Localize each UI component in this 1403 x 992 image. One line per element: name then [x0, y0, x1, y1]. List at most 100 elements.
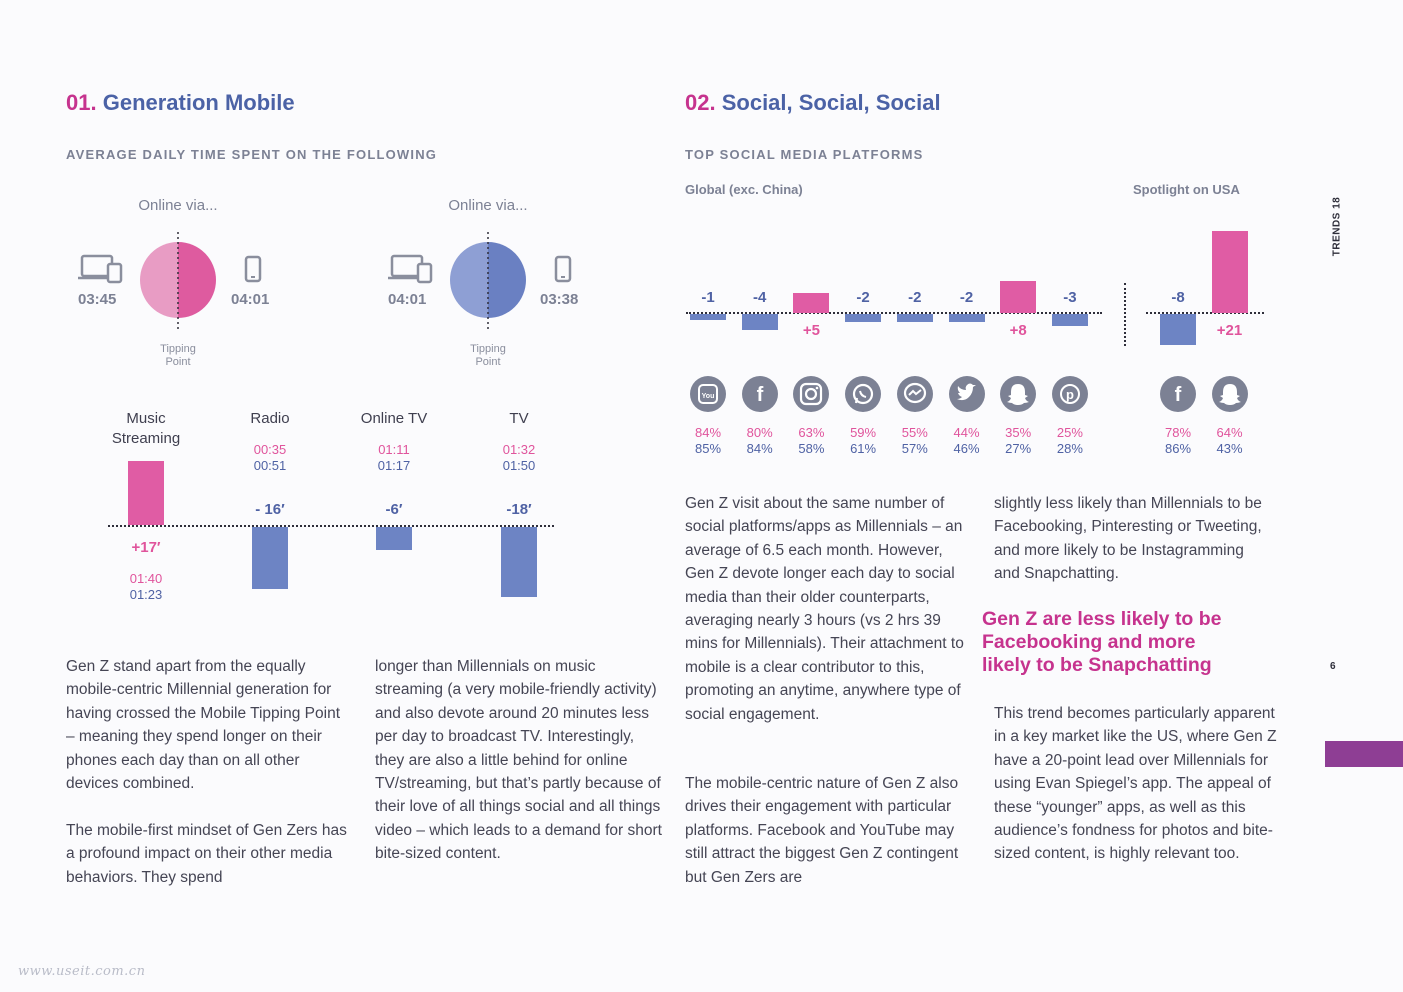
- global-label: Global (exc. China): [685, 182, 803, 197]
- genz-percent: 25%: [1056, 425, 1083, 440]
- phone-icon: [554, 255, 572, 283]
- social-bar: [845, 314, 882, 322]
- millennial-percent: 28%: [1056, 441, 1083, 456]
- millennial-percent: 57%: [901, 441, 928, 456]
- phone-icon: [244, 255, 262, 283]
- svg-text:f: f: [1175, 384, 1182, 406]
- pie2-chart: [450, 232, 526, 332]
- section1-paragraph-2: The mobile-first mindset of Gen Zers has…: [66, 822, 347, 886]
- social-bar: [793, 293, 830, 313]
- usa-label: Spotlight on USA: [1133, 182, 1240, 197]
- media-diff-radio: - 16′: [255, 501, 285, 518]
- media-genz-radio: 00:35: [253, 442, 287, 457]
- laptop-icon: [78, 254, 123, 284]
- millennial-percent: 84%: [746, 441, 773, 456]
- social-bar-label: -2: [856, 289, 870, 306]
- section2-heading: 02. Social, Social, Social: [685, 90, 941, 115]
- social-bar-label: -1: [701, 289, 715, 306]
- media-mill-radio: 00:51: [253, 458, 287, 473]
- media-mill-tv: 01:50: [502, 458, 536, 473]
- pie2-tipping-point: Tipping Point: [470, 343, 506, 368]
- media-genz-online-tv: 01:11: [378, 442, 410, 457]
- social-bar-label: -3: [1063, 289, 1077, 306]
- usa-baseline: [1146, 312, 1264, 314]
- media-category-radio: Radio: [250, 410, 290, 427]
- millennial-percent: 27%: [1005, 441, 1032, 456]
- section1-paragraph-1: Gen Z stand apart from the equally mobil…: [66, 658, 340, 793]
- pie1-slice-laptop: [140, 242, 178, 318]
- page-number: 6: [1330, 661, 1336, 672]
- media-category-music: Music Streaming: [111, 410, 181, 447]
- pie2-right-time: 03:38: [540, 291, 579, 308]
- genz-percent: 35%: [1005, 425, 1032, 440]
- instagram-icon: [791, 374, 831, 414]
- svg-text:p: p: [1066, 387, 1074, 402]
- media-category-tv: TV: [509, 410, 529, 427]
- pinterest-icon: p: [1050, 374, 1090, 414]
- watermark: www.useit.com.cn: [18, 964, 146, 979]
- media-mill-music: 01:23: [129, 587, 163, 602]
- genz-percent: 64%: [1216, 425, 1243, 440]
- pie1-slice-phone: [178, 242, 216, 318]
- media-category-online-tv: Online TV: [360, 410, 428, 427]
- media-bar-radio: [252, 527, 288, 589]
- svg-text:f: f: [756, 384, 763, 406]
- side-tab: [1325, 741, 1403, 767]
- social-bar: [690, 314, 726, 320]
- pie1-left-time: 03:45: [78, 291, 117, 308]
- social-bar: [948, 314, 985, 322]
- media-baseline: [108, 525, 554, 527]
- section2-subtitle: TOP SOCIAL MEDIA PLATFORMS: [685, 147, 924, 162]
- genz-percent: 44%: [953, 425, 980, 440]
- laptop-icon: [388, 254, 433, 284]
- pie1-right-time: 04:01: [231, 291, 270, 308]
- pie2-slice-laptop: [450, 242, 488, 318]
- pie1-label: Online via...: [138, 197, 218, 214]
- whatsapp-icon: [843, 374, 883, 414]
- section2-paragraph-2: The mobile-centric nature of Gen Z also …: [685, 775, 959, 886]
- pie2-left-time: 04:01: [388, 291, 427, 308]
- social-bar-label: +21: [1216, 322, 1243, 339]
- genz-percent: 59%: [850, 425, 877, 440]
- social-bar-label: -2: [959, 289, 974, 306]
- facebook-icon: f: [740, 374, 780, 414]
- pie1-chart: [140, 232, 216, 332]
- genz-percent: 80%: [746, 425, 773, 440]
- media-bar-tv: [501, 527, 537, 597]
- snapchat-icon: [1210, 374, 1250, 414]
- twitter-icon: [947, 374, 987, 414]
- section1-heading: 01. Generation Mobile: [66, 90, 295, 115]
- genz-percent: 55%: [901, 425, 928, 440]
- facebook-icon: f: [1158, 374, 1198, 414]
- youtube-icon: You: [688, 374, 728, 414]
- side-label: TRENDS 18: [1331, 196, 1343, 257]
- genz-percent: 78%: [1164, 425, 1192, 440]
- social-bar: [1051, 314, 1088, 326]
- social-bar: [1000, 281, 1037, 313]
- social-bar: [1160, 314, 1196, 346]
- millennial-percent: 85%: [694, 441, 722, 456]
- snapchat-icon: [998, 374, 1038, 414]
- media-diff-music: +17′: [131, 539, 161, 556]
- media-diff-tv: -18′: [506, 501, 532, 518]
- millennial-percent: 43%: [1216, 441, 1243, 456]
- social-bar: [741, 314, 778, 330]
- section2-paragraph-3: slightly less likely than Millennials to…: [994, 495, 1262, 583]
- social-bar-label: -4: [753, 289, 767, 306]
- social-bar: [1211, 231, 1248, 313]
- genz-percent: 63%: [798, 425, 825, 440]
- pie2-label: Online via...: [448, 197, 528, 214]
- social-bar: [896, 314, 933, 322]
- media-genz-tv: 01:32: [502, 442, 536, 457]
- millennial-percent: 61%: [850, 441, 877, 456]
- genz-percent: 84%: [694, 425, 722, 440]
- millennial-percent: 86%: [1164, 441, 1192, 456]
- media-diff-online-tv: -6′: [385, 501, 403, 518]
- pie2-slice-phone: [488, 242, 526, 318]
- messenger-icon: [895, 374, 935, 414]
- usa-divider: [1124, 283, 1126, 346]
- media-mill-online-tv: 01:17: [377, 458, 411, 473]
- section1-paragraph-3: longer than Millennials on music streami…: [375, 658, 662, 863]
- section2-paragraph-4: This trend becomes particularly apparent…: [994, 705, 1277, 863]
- social-bar-label: +5: [802, 322, 820, 339]
